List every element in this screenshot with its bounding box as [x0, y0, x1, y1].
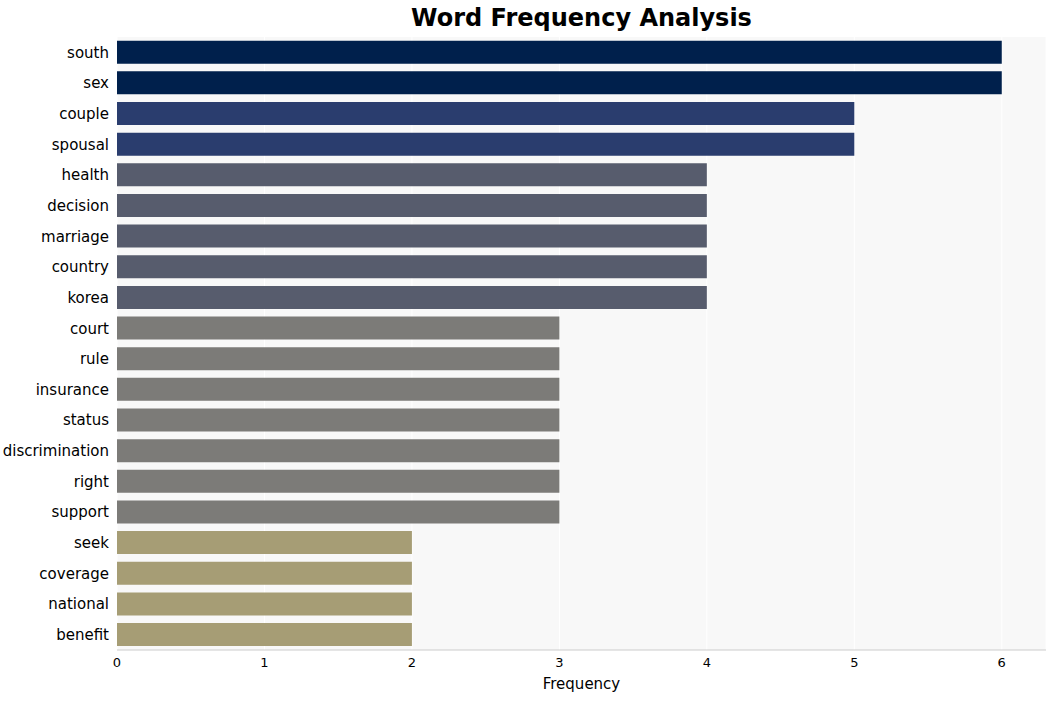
svg-text:decision: decision: [47, 197, 109, 215]
svg-text:1: 1: [260, 655, 268, 670]
svg-text:korea: korea: [67, 289, 109, 307]
html-text:Word Frequency Analysis: Word Frequency Analysis: [411, 4, 752, 32]
svg-text:marriage: marriage: [41, 228, 109, 246]
svg-text:5: 5: [850, 655, 858, 670]
svg-text:rule: rule: [80, 350, 109, 368]
svg-text:spousal: spousal: [52, 136, 109, 154]
svg-text:support: support: [51, 503, 109, 521]
svg-text:6: 6: [998, 655, 1006, 670]
svg-text:national: national: [48, 595, 109, 613]
svg-text:south: south: [67, 44, 109, 62]
svg-text:coverage: coverage: [39, 565, 109, 583]
svg-text:couple: couple: [59, 105, 109, 123]
svg-text:0: 0: [113, 655, 121, 670]
svg-text:3: 3: [555, 655, 563, 670]
svg-text:court: court: [70, 320, 109, 338]
svg-text:right: right: [74, 473, 109, 491]
svg-text:sex: sex: [83, 74, 109, 92]
svg-text:Frequency: Frequency: [543, 675, 621, 693]
svg-text:status: status: [63, 411, 109, 429]
svg-text:2: 2: [408, 655, 416, 670]
svg-text:country: country: [52, 258, 109, 276]
svg-text:seek: seek: [74, 534, 109, 552]
svg-text:4: 4: [703, 655, 711, 670]
svg-text:benefit: benefit: [56, 626, 109, 644]
svg-text:health: health: [62, 166, 109, 184]
svg-text:discrimination: discrimination: [8, 442, 109, 460]
svg-text:insurance: insurance: [36, 381, 109, 399]
